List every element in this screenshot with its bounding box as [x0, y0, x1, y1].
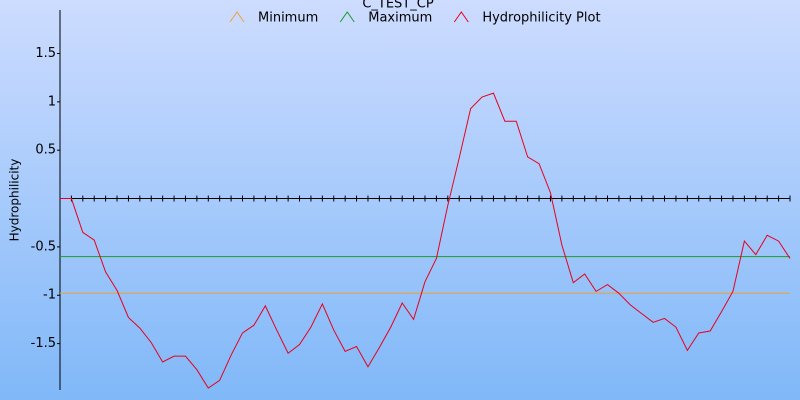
y-axis-label: Hydrophilicity	[8, 159, 22, 242]
legend-label: Maximum	[368, 11, 432, 26]
y-tick-label: 0.5	[35, 143, 56, 158]
data-line	[60, 92, 791, 389]
y-tick-label: -1	[43, 288, 56, 303]
legend-glyph	[229, 11, 245, 23]
legend-label: Hydrophilicity Plot	[482, 11, 600, 26]
legend-label: Minimum	[258, 11, 318, 26]
y-tick-label: 1.5	[35, 46, 56, 61]
y-tick-label: -0.5	[31, 239, 56, 254]
y-tick-label: -1.5	[31, 336, 56, 351]
legend-glyph	[339, 11, 355, 23]
y-tick-label: 1	[48, 94, 56, 109]
chart-title: C_TEST_CP	[362, 0, 434, 12]
legend-glyph	[453, 11, 469, 23]
